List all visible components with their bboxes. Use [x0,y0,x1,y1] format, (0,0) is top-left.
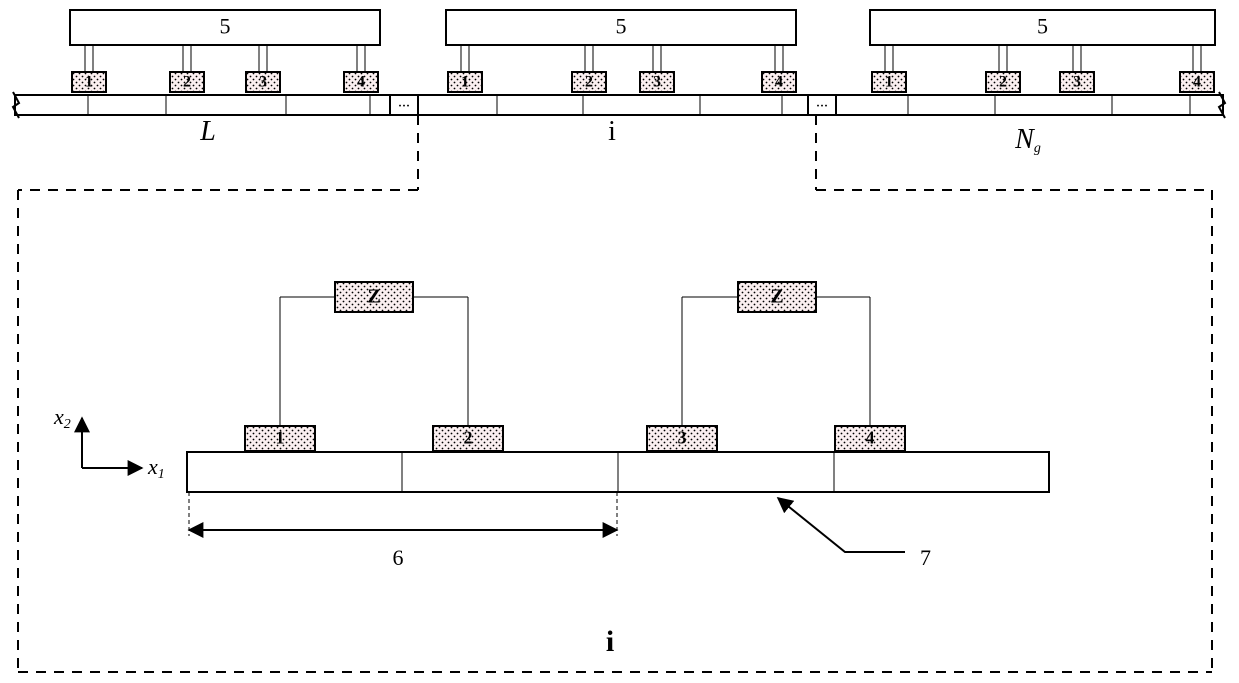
rail [15,95,1223,115]
node-3-label: 3 [1073,74,1081,91]
top-section: ...... 5 1 2 3 4 L 5 1 2 3 4 i 5 1 2 3 4 Ng [13,10,1225,156]
axis-label: x1 [147,454,165,482]
diagram-canvas: ...... 5 1 2 3 4 L 5 1 2 3 4 i 5 1 2 3 4 Ng 1 2 3 4 Z Z 6 7 i x2 x1 [0,0,1239,683]
module-L: 5 1 2 3 4 L [70,10,380,147]
pointer-7 [778,498,905,552]
module-Ng: 5 1 2 3 4 Ng [870,10,1215,156]
node-4-label: 4 [357,74,365,91]
z-box-2-label: Z [770,286,783,308]
detail-section: 1 2 3 4 Z Z 6 7 i x2 x1 [53,282,1049,658]
node-2-label: 2 [183,74,191,91]
node-3-label: 3 [653,74,661,91]
ellipsis-dots: ... [816,94,828,111]
node-4-label: 4 [1193,74,1201,91]
detail-node-4-label: 4 [866,428,875,448]
detail-node-2-label: 2 [464,428,473,448]
node-2-label: 2 [999,74,1007,91]
detail-node-1-label: 1 [276,428,285,448]
car-label: 5 [616,14,627,39]
module-label: i [608,116,616,147]
module-i: 5 1 2 3 4 i [446,10,796,147]
detail-bottom-label: i [606,625,614,658]
module-label: L [199,116,216,147]
node-2-label: 2 [585,74,593,91]
axis-label: x2 [53,404,71,432]
node-4-label: 4 [775,74,783,91]
ellipsis-dots: ... [398,94,410,111]
car-label: 5 [1037,14,1048,39]
node-3-label: 3 [259,74,267,91]
pointer-7-label: 7 [920,545,931,570]
node-1-label: 1 [461,74,469,91]
module-label: Ng [1014,124,1041,156]
z-box-1-label: Z [367,286,380,308]
detail-node-3-label: 3 [678,428,687,448]
node-1-label: 1 [885,74,893,91]
dashed-enclosure [18,115,1212,672]
dim-6-label: 6 [393,545,404,570]
node-1-label: 1 [85,74,93,91]
car-label: 5 [220,14,231,39]
